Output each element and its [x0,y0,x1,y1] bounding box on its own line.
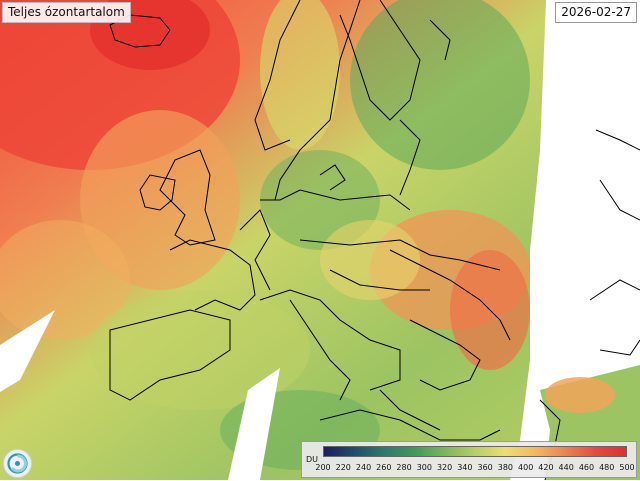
color-legend: DU 200 220 240 260 280 300 320 340 360 380 400 420 4… [301,441,637,478]
legend-tick-label: 320 [436,463,453,472]
legend-tick-label: 220 [335,463,351,472]
legend-tick-label: 380 [497,463,514,472]
legend-tick-label: 200 [315,463,331,472]
legend-tick-label: 500 [619,463,635,472]
country-borders [109,0,640,480]
map-date: 2026-02-27 [555,2,637,23]
legend-tick-label: 340 [457,463,473,472]
legend-tick-label: 480 [599,463,615,472]
legend-tick-label: 420 [538,463,554,472]
map-title: Teljes ózontartalom [2,2,131,23]
legend-tick-label: 440 [558,463,574,472]
legend-tick-label: 360 [477,463,493,472]
legend-tick-label: 300 [416,463,432,472]
legend-tick-label: 280 [396,463,412,472]
legend-tick-label: 460 [578,463,595,472]
legend-unit: DU [306,455,319,464]
legend-tick-label: 260 [376,463,392,472]
legend-tick-label: 400 [518,463,534,472]
legend-color-bar [323,446,627,457]
legend-ticks: 200 220 240 260 280 300 320 340 360 380 400 420 440 4… [315,463,634,475]
swirl-logo-icon [3,449,32,478]
legend-tick-label: 240 [355,463,372,472]
